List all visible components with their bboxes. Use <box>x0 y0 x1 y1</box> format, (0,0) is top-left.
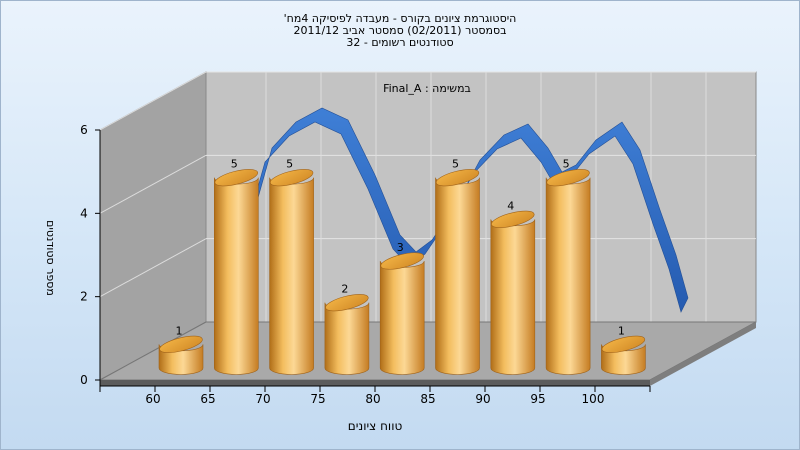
bar: 4 <box>490 199 536 375</box>
chart-subtitle: Final_A : במשימה <box>383 82 471 95</box>
x-tick-label: 60 <box>145 392 160 406</box>
chart-title-line-2: בסמסטר (02/2011) סמסטר אביב 2011/12 <box>293 24 507 37</box>
bar: 2 <box>324 283 370 375</box>
bar-data-label: 5 <box>563 158 570 171</box>
y-axis-label: מספר סטודנטים <box>44 220 57 296</box>
bar: 1 <box>601 324 646 375</box>
floor-front-edge <box>100 380 650 386</box>
x-tick-label: 70 <box>255 392 270 406</box>
y-tick-label: 2 <box>80 290 88 304</box>
bar: 5 <box>545 158 591 375</box>
bar-data-label: 1 <box>176 324 183 337</box>
x-axis-label: טווח ציונים <box>348 419 403 433</box>
y-tick-label: 0 <box>80 373 88 387</box>
bar-data-label: 5 <box>452 158 459 171</box>
bar: 5 <box>269 158 314 375</box>
x-tick-label: 90 <box>475 392 490 406</box>
bar: 3 <box>379 241 425 375</box>
bar-data-label: 5 <box>231 158 238 171</box>
x-tick-label: 80 <box>365 392 380 406</box>
y-tick-label: 6 <box>80 123 88 137</box>
chart-title-line-3: סטודנטים רשומים - 32 <box>346 36 454 49</box>
x-tick-label: 95 <box>530 392 545 406</box>
x-tick-label: 85 <box>420 392 435 406</box>
bar-data-label: 1 <box>618 324 625 337</box>
x-tick-label: 75 <box>310 392 325 406</box>
chart-title-line-1: היסטוגרמת ציונים בקורס - מעבדה לפיסיקה 4… <box>283 12 517 25</box>
bar: 1 <box>158 324 204 375</box>
distribution-curve <box>236 107 689 313</box>
bar-data-label: 2 <box>341 283 348 296</box>
y-tick-label: 4 <box>80 206 88 220</box>
floor-right-edge <box>650 322 756 386</box>
y-axis-ticks: 0 2 4 6 <box>80 123 100 387</box>
bar-data-label: 4 <box>507 199 514 212</box>
bar-data-label: 3 <box>397 241 404 254</box>
bar: 5 <box>214 158 259 375</box>
x-axis-ticks: 60 65 70 75 80 85 90 95 100 <box>99 386 651 406</box>
bar-data-label: 5 <box>286 158 293 171</box>
x-tick-label: 65 <box>200 392 215 406</box>
bars: 1 5 5 2 3 5 4 5 1 <box>158 158 646 375</box>
x-tick-label: 100 <box>582 392 605 406</box>
bar: 5 <box>435 158 480 375</box>
